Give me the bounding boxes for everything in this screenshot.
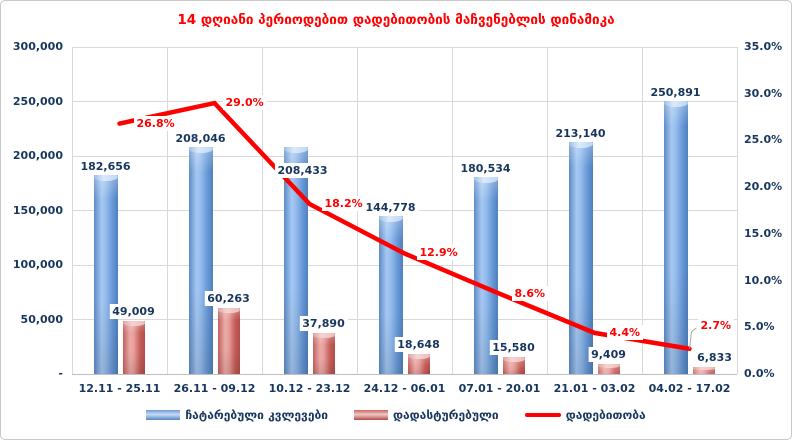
y-axis-tick-right: 5.0% [744,320,775,334]
bar-top-highlight [568,141,593,148]
y-axis-tick-right: 35.0% [744,40,783,53]
blue-bar-value-label: 250,891 [647,84,704,100]
bar-top-highlight [597,363,620,368]
y-axis-tick-right: 15.0% [744,226,783,240]
line-point-percent-label: 12.9% [416,245,461,261]
bar-top-highlight [663,100,688,107]
gridline-vertical [166,47,168,374]
y-axis-tick-left: 250,000 [12,94,63,108]
confirmed-bar [692,366,715,374]
y-axis-tick-right: 0.0% [744,367,775,380]
x-axis-label: 10.12 - 23.12 [268,382,351,395]
line-point-percent-label: 29.0% [222,95,267,111]
line-point-percent-label: 26.8% [133,115,178,131]
legend: ჩატარებული კვლევები დადასტურებული დადები… [1,408,791,422]
confirmed-bar [122,320,145,374]
confirmed-bar [407,353,430,374]
y-axis-tick-right: 20.0% [744,180,783,194]
gridline-vertical [546,47,548,374]
y-axis-tick-left: 100,000 [12,258,63,271]
y-axis-tick-right: 25.0% [744,133,783,147]
x-axis-label: 21.01 - 03.02 [553,382,636,395]
gridline-horizontal [72,264,737,266]
conducted-surveys-bar [663,100,688,374]
y-axis-tick-left: 150,000 [12,203,63,217]
red-bar-value-label: 15,580 [489,340,538,356]
legend-item-confirmed: დადასტურებული [354,408,499,422]
red-bar-value-label: 6,833 [694,349,735,365]
red-bar-value-label: 60,263 [204,291,253,307]
x-axis-label: 12.11 - 25.11 [78,382,161,395]
confirmed-bar [502,357,525,374]
x-axis-label: 04.02 - 17.02 [648,382,731,395]
bar-top-highlight [473,177,498,184]
confirmed-bar [312,332,335,374]
y-axis-tick-left: 50,000 [20,312,63,326]
gridline-vertical [736,47,738,374]
gridline-horizontal [72,46,737,48]
gridline-horizontal [72,101,737,102]
legend-label-conducted-surveys: ჩატარებული კვლევები [185,408,328,422]
bar-top-highlight [407,353,430,359]
line-point-percent-label: 18.2% [321,195,366,211]
blue-bar-swatch-icon [146,410,181,420]
confirmed-bar [217,308,240,374]
y-axis-tick-left: - [58,367,63,380]
blue-bar-value-label: 182,656 [77,158,134,174]
bar-top-highlight [312,332,335,338]
y-axis-tick-right: 10.0% [744,273,783,287]
gridline-vertical [71,47,73,374]
chart-title: 14 დღიანი პერიოდებით დადებითობის მაჩვენე… [177,12,615,28]
legend-item-conducted-surveys: ჩატარებული კვლევები [146,408,328,422]
label-leader-line [689,327,697,349]
blue-bar-value-label: 144,778 [362,200,419,216]
blue-bar-value-label: 213,140 [552,125,609,141]
x-axis-label: 07.01 - 20.01 [458,382,541,395]
confirmed-bar [597,363,620,374]
bar-top-highlight [378,216,403,223]
bar-top-highlight [283,146,308,153]
blue-bar-value-label: 208,433 [274,162,331,178]
red-bar-value-label: 9,409 [588,346,629,362]
red-bar-value-label: 49,009 [109,303,158,319]
red-bar-value-label: 18,648 [394,336,443,352]
line-point-percent-label: 4.4% [606,324,644,340]
legend-item-positivity: დადებითობა [524,408,646,422]
x-axis-label: 24.12 - 06.01 [363,382,446,395]
legend-label-confirmed: დადასტურებული [393,408,499,422]
bar-top-highlight [188,147,213,154]
y-axis-tick-left: 300,000 [12,40,63,53]
conducted-surveys-bar [93,174,118,374]
x-axis-label: 26.11 - 09.12 [173,382,256,395]
bar-top-highlight [217,308,240,314]
bar-top-highlight [122,320,145,326]
y-axis-tick-left: 200,000 [12,149,63,162]
gridline-horizontal [72,319,737,320]
gridline-horizontal [72,155,737,157]
conducted-surveys-bar [188,147,213,374]
conducted-surveys-bar [568,141,593,374]
line-point-percent-label: 2.7% [697,318,735,333]
bar-top-highlight [692,366,715,370]
conducted-surveys-bar [283,146,308,374]
red-bar-value-label: 37,890 [299,315,348,331]
legend-label-positivity: დადებითობა [565,408,646,422]
red-bar-swatch-icon [354,410,388,420]
bar-top-highlight [502,357,525,363]
line-point-percent-label: 8.6% [511,285,549,301]
bar-top-highlight [93,174,118,181]
y-axis-tick-right: 30.0% [744,86,783,100]
red-line-swatch-icon [524,413,561,417]
gridline-horizontal [72,373,737,375]
blue-bar-value-label: 208,046 [172,131,229,147]
blue-bar-value-label: 180,534 [457,161,514,177]
gridline-vertical [451,47,453,374]
